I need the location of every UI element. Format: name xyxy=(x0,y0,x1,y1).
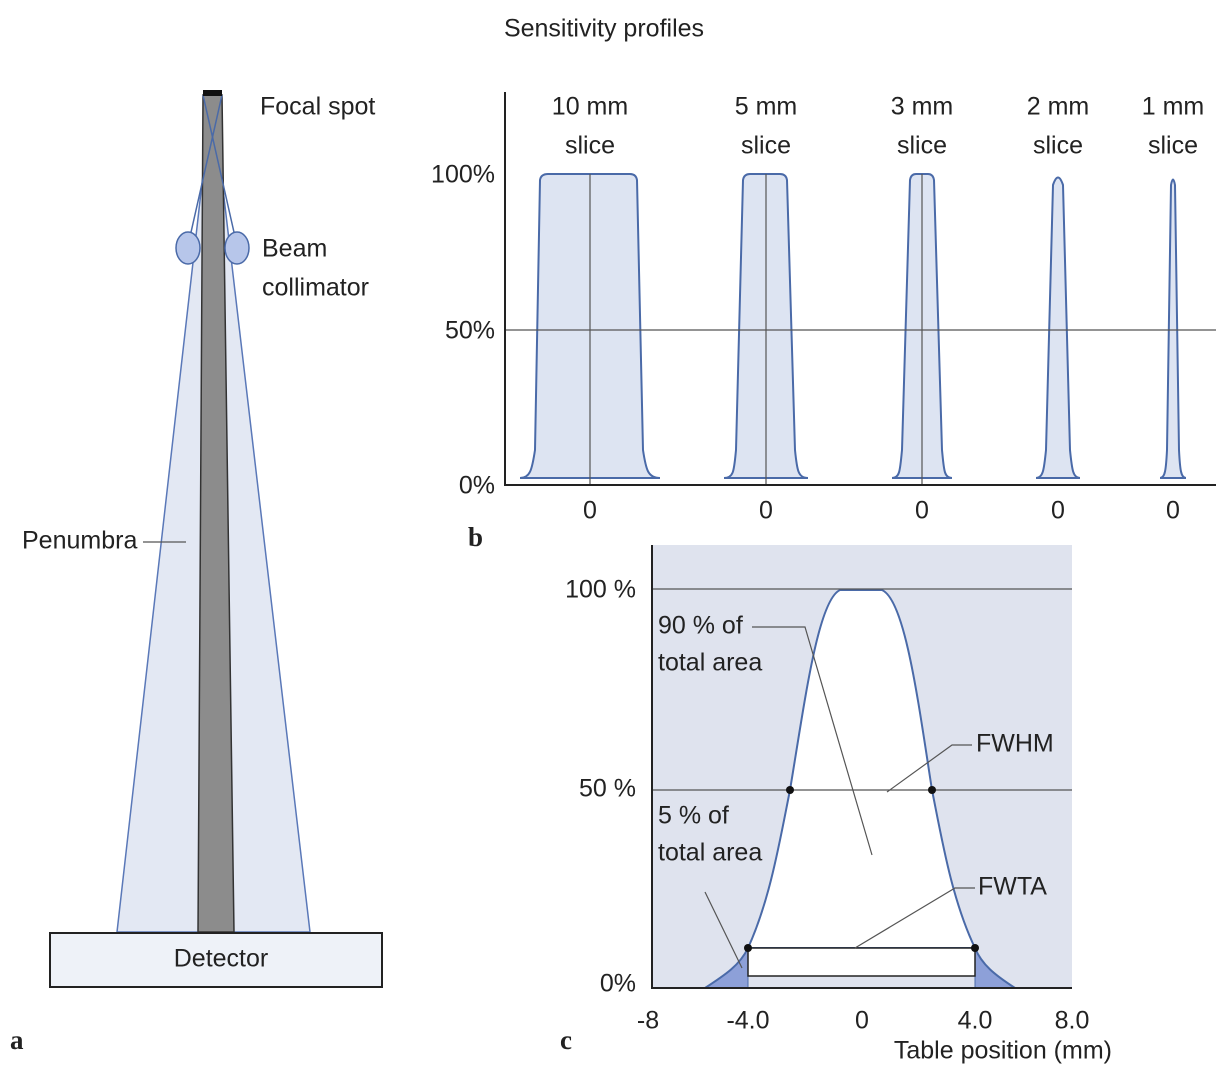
point xyxy=(786,786,794,794)
point xyxy=(744,944,752,952)
penumbra-label: Penumbra xyxy=(22,527,137,555)
x-label: 0 xyxy=(855,1007,869,1035)
x-label: 0 xyxy=(1051,497,1065,525)
slice-label: 5 mm xyxy=(735,93,798,121)
profile xyxy=(1160,180,1186,479)
annotation: total area xyxy=(658,649,762,677)
fwta-box xyxy=(748,948,975,976)
annotation: 90 % of xyxy=(658,612,743,640)
annotation: FWHM xyxy=(976,730,1054,758)
y-label: 100% xyxy=(431,161,495,189)
x-label: -8 xyxy=(637,1007,659,1035)
slice-label: slice xyxy=(1033,132,1083,160)
panel-c: 100 % 50 % 0% -8 -4.0 0 4.0 8.0 Table po… xyxy=(560,545,1112,1065)
x-axis-title: Table position (mm) xyxy=(894,1037,1112,1065)
detector-label: Detector xyxy=(174,945,268,973)
annotation: total area xyxy=(658,839,762,867)
x-label: -4.0 xyxy=(726,1007,769,1035)
profile-labels: 10 mm slice 0 5 mm slice 0 3 mm slice 0 2 mm slice… xyxy=(552,93,1204,525)
slice-label: 3 mm xyxy=(891,93,954,121)
collimator xyxy=(176,232,200,264)
y-label: 0% xyxy=(459,472,495,500)
slice-label: slice xyxy=(565,132,615,160)
panel-b: Sensitivity profiles 100% 50% 0% 10 mm sl… xyxy=(431,15,1216,553)
collimator-label: collimator xyxy=(262,274,369,302)
y-label: 0% xyxy=(600,970,636,998)
point xyxy=(928,786,936,794)
x-label: 0 xyxy=(583,497,597,525)
title: Sensitivity profiles xyxy=(504,15,704,43)
y-label: 100 % xyxy=(565,576,636,604)
collimator xyxy=(225,232,249,264)
point xyxy=(971,944,979,952)
collimator-label: Beam xyxy=(262,235,327,263)
focal-spot-label: Focal spot xyxy=(260,93,375,121)
slice-label: 10 mm xyxy=(552,93,628,121)
x-label: 0 xyxy=(915,497,929,525)
y-label: 50 % xyxy=(579,775,636,803)
annotation: 5 % of xyxy=(658,802,729,830)
profile xyxy=(1036,178,1080,479)
figure: Focal spot Beam collimator Penumbra Dete… xyxy=(0,0,1216,1071)
slice-label: 2 mm xyxy=(1027,93,1090,121)
slice-label: slice xyxy=(741,132,791,160)
beam xyxy=(198,95,234,932)
focal-spot xyxy=(203,90,222,96)
slice-label: slice xyxy=(897,132,947,160)
x-label: 0 xyxy=(759,497,773,525)
annotation: FWTA xyxy=(978,873,1047,901)
slice-label: 1 mm xyxy=(1142,93,1205,121)
slice-label: slice xyxy=(1148,132,1198,160)
panel-label: a xyxy=(10,1025,24,1055)
panel-label: c xyxy=(560,1025,572,1055)
x-label: 0 xyxy=(1166,497,1180,525)
panel-label: b xyxy=(468,522,483,552)
x-label: 4.0 xyxy=(958,1007,993,1035)
panel-a: Focal spot Beam collimator Penumbra Dete… xyxy=(10,90,382,1055)
x-label: 8.0 xyxy=(1055,1007,1090,1035)
y-label: 50% xyxy=(445,317,495,345)
